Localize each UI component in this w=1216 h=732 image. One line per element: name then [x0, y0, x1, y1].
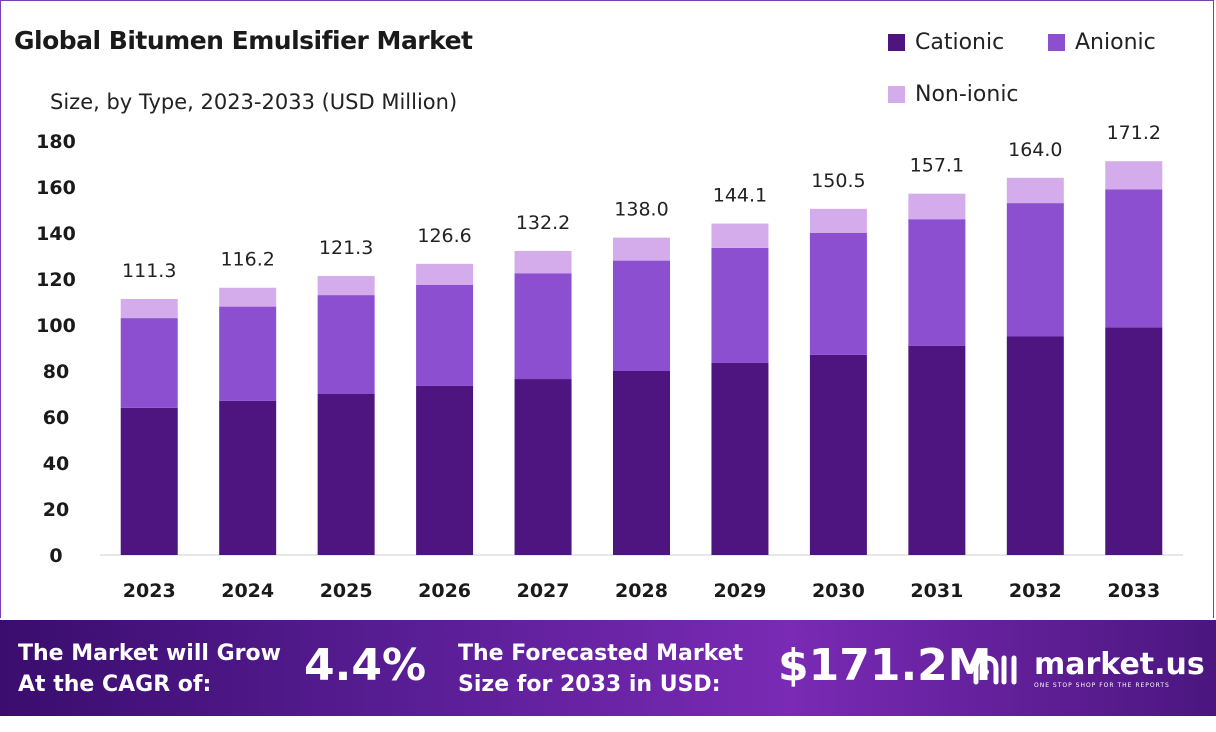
y-tick-label-180: 180	[36, 131, 76, 153]
legend-item-anionic: Anionic	[1048, 30, 1156, 55]
market-us-logo-icon	[973, 654, 1017, 684]
bar-non-ionic-2025	[317, 276, 375, 296]
bar-anionic-2031	[908, 219, 966, 346]
brand-tagline: ONE STOP SHOP FOR THE REPORTS	[1034, 682, 1170, 689]
bar-non-ionic-2026	[416, 263, 474, 285]
bar-non-ionic-2033	[1105, 161, 1163, 190]
y-tick-label-0: 0	[49, 545, 62, 567]
bar-anionic-2029	[711, 247, 769, 363]
legend-swatch-anionic	[1048, 34, 1065, 51]
bar-cationic-2025	[317, 394, 375, 555]
bar-anionic-2030	[809, 233, 867, 355]
forecast-value: $171.2M	[778, 640, 992, 691]
y-tick-label-160: 160	[36, 177, 76, 199]
x-tick-label-2029: 2029	[714, 580, 767, 602]
bar-cationic-2030	[809, 354, 867, 555]
y-tick-label-20: 20	[43, 499, 69, 521]
bar-anionic-2026	[416, 284, 474, 386]
bottom-margin	[0, 716, 1216, 732]
x-tick-label-2026: 2026	[418, 580, 471, 602]
bar-non-ionic-2024	[219, 287, 277, 307]
brand-name: market.us	[1034, 647, 1205, 682]
bar-cationic-2028	[613, 371, 670, 555]
x-tick-label-2028: 2028	[615, 580, 668, 602]
bar-non-ionic-2029	[711, 223, 769, 248]
x-tick-label-2030: 2030	[812, 580, 865, 602]
total-label-2027: 132.2	[516, 212, 570, 234]
cagr-value: 4.4%	[304, 640, 427, 691]
legend-label-anionic: Anionic	[1075, 30, 1156, 55]
footer-banner: The Market will Grow At the CAGR of: 4.4…	[0, 620, 1216, 716]
total-label-2025: 121.3	[319, 237, 373, 259]
bar-cationic-2023	[120, 407, 178, 555]
forecast-label: The Forecasted Market Size for 2033 in U…	[458, 638, 743, 700]
bar-cationic-2033	[1105, 327, 1163, 555]
legend-swatch-cationic	[888, 34, 905, 51]
total-label-2031: 157.1	[910, 155, 964, 177]
y-tick-label-80: 80	[43, 361, 69, 383]
x-tick-label-2031: 2031	[910, 580, 963, 602]
bar-anionic-2025	[317, 295, 375, 394]
forecast-label-line2: Size for 2033 in USD:	[458, 672, 721, 697]
cagr-label-line1: The Market will Grow	[18, 641, 281, 666]
bar-anionic-2024	[219, 306, 277, 401]
legend-swatch-non-ionic	[888, 86, 905, 103]
bar-non-ionic-2030	[809, 208, 867, 233]
bar-cationic-2032	[1006, 336, 1064, 555]
total-label-2023: 111.3	[122, 260, 176, 282]
x-tick-label-2033: 2033	[1107, 580, 1160, 602]
bar-cationic-2029	[711, 362, 769, 555]
bar-non-ionic-2027	[514, 250, 572, 274]
chart-frame	[0, 0, 1214, 618]
bar-non-ionic-2023	[120, 299, 178, 319]
total-label-2028: 138.0	[614, 199, 668, 221]
bar-anionic-2023	[120, 318, 178, 408]
total-label-2032: 164.0	[1008, 139, 1062, 161]
y-tick-label-60: 60	[43, 407, 69, 429]
x-tick-label-2027: 2027	[517, 580, 570, 602]
y-tick-label-140: 140	[36, 223, 76, 245]
chart-subtitle: Size, by Type, 2023-2033 (USD Million)	[50, 90, 458, 114]
bar-cationic-2031	[908, 345, 966, 555]
bar-non-ionic-2032	[1006, 177, 1064, 204]
total-label-2024: 116.2	[220, 249, 274, 271]
x-tick-label-2024: 2024	[221, 580, 274, 602]
total-label-2029: 144.1	[713, 185, 767, 207]
y-tick-label-40: 40	[43, 453, 69, 475]
bar-cationic-2026	[416, 385, 474, 555]
bar-chart: 0 20 40 60 80 100 120 140 160 180 111.3 2023 116.2 20…	[36, 122, 1183, 602]
x-tick-label-2032: 2032	[1009, 580, 1062, 602]
total-label-2026: 126.6	[417, 225, 471, 247]
bar-non-ionic-2031	[908, 193, 966, 220]
y-tick-label-120: 120	[36, 269, 76, 291]
bar-anionic-2032	[1006, 203, 1064, 337]
bar-anionic-2028	[613, 260, 670, 371]
legend-item-non-ionic: Non-ionic	[888, 82, 1019, 107]
bar-anionic-2027	[514, 273, 572, 380]
x-tick-label-2025: 2025	[320, 580, 373, 602]
chart-title: Global Bitumen Emulsifier Market	[14, 26, 473, 55]
brand-logo: market.us ONE STOP SHOP FOR THE REPORTS	[972, 650, 1205, 689]
x-tick-label-2023: 2023	[123, 580, 176, 602]
legend-item-cationic: Cationic	[888, 30, 1004, 55]
legend-label-cationic: Cationic	[915, 30, 1005, 55]
bar-anionic-2033	[1105, 189, 1163, 328]
bar-non-ionic-2028	[613, 237, 670, 261]
cagr-label: The Market will Grow At the CAGR of:	[18, 638, 281, 700]
y-tick-label-100: 100	[36, 315, 76, 337]
total-label-2033: 171.2	[1107, 122, 1161, 144]
total-label-2030: 150.5	[811, 170, 865, 192]
cagr-label-line2: At the CAGR of:	[18, 672, 212, 697]
legend-label-non-ionic: Non-ionic	[915, 82, 1019, 107]
bar-cationic-2027	[514, 379, 572, 555]
bar-cationic-2024	[219, 400, 277, 555]
forecast-label-line1: The Forecasted Market	[458, 641, 744, 666]
